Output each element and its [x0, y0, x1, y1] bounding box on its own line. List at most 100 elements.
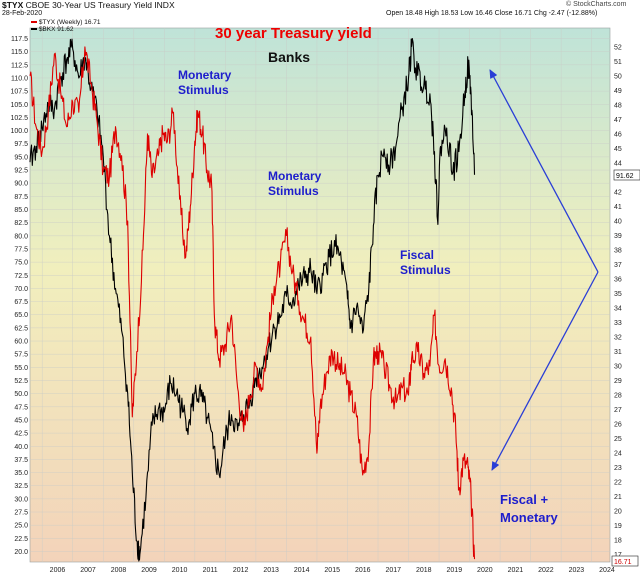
right-tick-label: 46 [614, 131, 622, 138]
right-tick-label: 22 [614, 480, 622, 487]
left-tick-label: 115.0 [11, 49, 28, 56]
x-tick-label: 2023 [569, 567, 585, 574]
annotation-fiscal-monetary-a: Fiscal + [500, 492, 548, 507]
right-tick-label: 35 [614, 291, 622, 298]
right-tick-label: 20 [614, 509, 622, 516]
watermark: © StockCharts.com [566, 1, 627, 8]
left-tick-label: 35.0 [14, 470, 28, 477]
left-tick-label: 45.0 [14, 417, 28, 424]
left-tick-label: 80.0 [14, 233, 28, 240]
right-tick-label: 33 [614, 320, 622, 327]
x-tick-label: 2014 [294, 567, 310, 574]
right-tick-label: 38 [614, 248, 622, 255]
right-tick-label: 24 [614, 451, 622, 458]
symbol-name: CBOE 30-Year US Treasury Yield INDX [25, 0, 175, 10]
left-tick-label: 77.5 [14, 246, 28, 253]
right-price-tag: 91.62 [616, 173, 634, 180]
annotation-monetary-1a: Monetary [178, 68, 232, 82]
left-tick-label: 65.0 [14, 312, 28, 319]
x-tick-label: 2022 [538, 567, 554, 574]
left-tick-label: 67.5 [14, 299, 28, 306]
arrow-down [491, 271, 599, 471]
left-tick-label: 102.5 [10, 115, 28, 122]
legend-swatch-bkx [31, 28, 37, 31]
x-tick-label: 2009 [141, 567, 157, 574]
left-tick-label: 52.5 [14, 378, 28, 385]
right-tick-label: 37 [614, 262, 622, 269]
left-tick-label: 50.0 [14, 391, 28, 398]
right-tick-label: 25 [614, 436, 622, 443]
left-tick-label: 42.5 [14, 431, 28, 438]
left-tick-label: 82.5 [14, 220, 28, 227]
x-axis-ticks: 2006 2007 2008 2009 2010 2011 2012 2013 2014 2015… [50, 567, 615, 574]
left-tick-label: 47.5 [14, 404, 28, 411]
left-tick-label: 110.0 [11, 75, 28, 82]
x-tick-label: 2012 [233, 567, 249, 574]
x-tick-label: 2021 [508, 567, 524, 574]
chart-date: 28-Feb-2020 [2, 10, 43, 17]
x-tick-label: 2016 [355, 567, 371, 574]
left-tick-label: 27.5 [14, 510, 28, 517]
left-tick-label: 90.0 [14, 181, 28, 188]
quote-line: Open 18.48 High 18.53 Low 16.46 Close 16… [386, 10, 598, 17]
right-tick-label: 34 [614, 306, 622, 313]
arrow-up [489, 69, 599, 273]
left-tick-label: 60.0 [14, 339, 28, 346]
annotation-fiscal-b: Stimulus [400, 263, 451, 277]
left-tick-label: 55.0 [14, 365, 28, 372]
x-tick-label: 2011 [203, 567, 218, 574]
right-tick-label: 29 [614, 378, 622, 385]
right-tick-label: 50 [614, 73, 622, 80]
right-price-tag-box [613, 169, 640, 181]
x-tick-label: 2018 [416, 567, 432, 574]
legend-entry-tyx: $TYX (Weekly) 16.71 [38, 19, 101, 26]
right-tick-label: 36 [614, 277, 622, 284]
x-tick-label: 2008 [111, 567, 127, 574]
left-tick-label: 32.5 [14, 483, 28, 490]
left-tick-label: 57.5 [14, 352, 28, 359]
right-tick-label: 39 [614, 233, 622, 240]
x-tick-label: 2024 [599, 567, 615, 574]
left-tick-label: 87.5 [14, 194, 28, 201]
legend-swatch-tyx [31, 21, 37, 24]
x-tick-label: 2013 [263, 567, 279, 574]
right-tick-label: 47 [614, 117, 622, 124]
right-tick-label: 27 [614, 407, 622, 414]
annotation-monetary-2b: Stimulus [268, 184, 319, 198]
annotation-title: 30 year Treasury yield [215, 25, 372, 42]
x-tick-label: 2017 [385, 567, 401, 574]
right-tick-label: 49 [614, 88, 622, 95]
left-tick-label: 40.0 [14, 444, 28, 451]
right-tick-label: 51 [614, 59, 622, 66]
left-tick-label: 75.0 [14, 260, 28, 267]
plot-background [29, 27, 611, 563]
left-tick-label: 117.5 [11, 36, 28, 43]
right-tick-label: 40 [614, 218, 622, 225]
left-tick-label: 107.5 [10, 89, 28, 96]
annotation-fiscal-a: Fiscal [400, 248, 434, 262]
left-tick-label: 37.5 [14, 457, 28, 464]
left-tick-label: 85.0 [14, 207, 28, 214]
left-tick-label: 70.0 [14, 286, 28, 293]
left-tick-label: 62.5 [14, 325, 28, 332]
right-tick-label: 32 [614, 335, 622, 342]
legend-entry-bkx: $BKX 91.62 [38, 26, 74, 33]
right-tick-label: 26 [614, 422, 622, 429]
x-tick-label: 2015 [324, 567, 340, 574]
left-axis-ticks: 20.0 22.5 25.0 27.5 30.0 32.5 35.0 37.5 40.0 42.5… [10, 36, 28, 556]
left-tick-label: 100.0 [10, 128, 28, 135]
symbol: $TYX [2, 0, 24, 10]
right-tick-label: 42 [614, 189, 622, 196]
x-tick-label: 2020 [477, 567, 493, 574]
left-tick-label: 112.5 [11, 62, 28, 69]
left-tick-label: 97.5 [14, 141, 28, 148]
right-tick-label: 48 [614, 102, 622, 109]
annotation-monetary-2a: Monetary [268, 169, 322, 183]
right-tick-label: 52 [614, 44, 622, 51]
left-tick-label: 30.0 [14, 496, 28, 503]
series-line-tyx [29, 46, 476, 560]
right-tick-label: 45 [614, 146, 622, 153]
left-tick-label: 22.5 [14, 536, 28, 543]
left-tick-label: 105.0 [10, 102, 28, 109]
